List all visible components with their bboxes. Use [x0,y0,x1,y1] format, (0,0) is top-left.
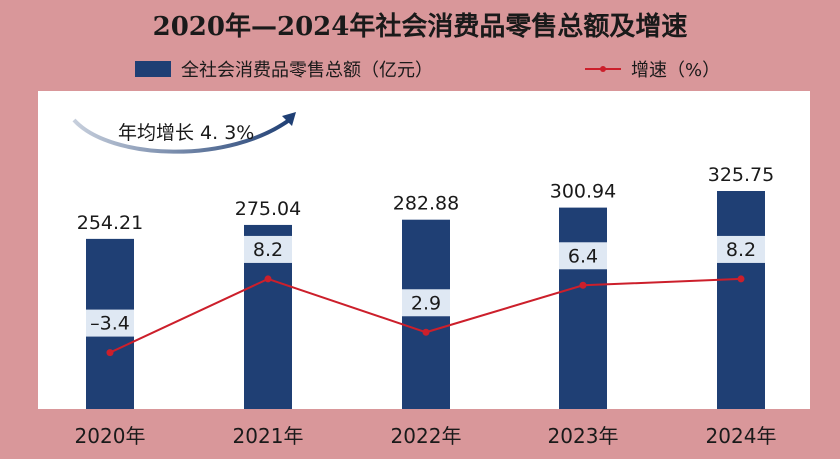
growth-point [422,328,430,336]
growth-label-box [86,309,134,337]
growth-label: 6.4 [568,245,598,267]
annotation-text: 年均增长 4. 3% [118,122,254,144]
legend-line-label: 增速（%） [631,60,721,81]
growth-annotation: 年均增长 4. 3% [72,112,296,154]
bar-value-label: 275.04 [235,198,301,220]
bar-value-label: 300.94 [550,181,616,203]
growth-label: 8.2 [253,239,283,261]
growth-label: 8.2 [726,239,756,261]
growth-label-box [244,235,292,263]
bar [717,191,765,409]
x-tick-label: 2021年 [232,424,304,448]
legend-bar-label: 全社会消费品零售总额（亿元） [181,60,433,81]
legend-line-swatch [585,66,621,72]
growth-label-box [559,242,607,270]
growth-label-box [717,235,765,263]
growth-point [264,275,272,283]
chart-title: 2020年—2024年社会消费品零售总额及增速 [152,12,688,42]
legend-item-line: 增速（%） [583,56,720,82]
legend-item-bar: 全社会消费品零售总额（亿元） [135,56,433,82]
bar-value-label: 254.21 [77,212,143,234]
growth-point [106,349,114,357]
chart-legend: 全社会消费品零售总额（亿元） 增速（%） [0,52,840,81]
bar [559,207,607,409]
bar-value-label: 282.88 [393,193,459,215]
x-tick-label: 2020年 [74,424,146,448]
x-tick-label: 2024年 [705,424,777,448]
growth-label: –3.4 [90,313,130,335]
bar-value-label: 325.75 [708,164,774,186]
x-tick-label: 2022年 [390,424,462,448]
growth-point [579,281,587,289]
growth-label-box [402,289,450,317]
x-axis-labels: 2020年 2021年 2022年 2023年 2024年 [0,420,840,450]
growth-point [737,275,745,283]
growth-label: 2.9 [411,292,441,314]
legend-bar-swatch [135,61,171,77]
x-tick-label: 2023年 [547,424,619,448]
